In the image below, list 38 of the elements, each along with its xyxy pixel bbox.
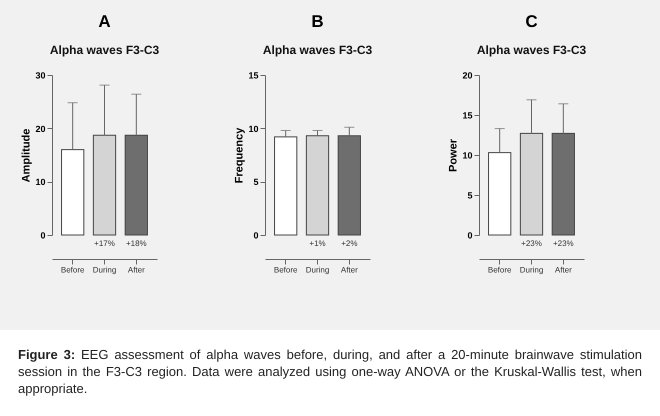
x-tick-label: After [341,266,359,274]
text: +17% [94,239,115,248]
x-tick-label: During [92,266,116,274]
y-tick-label: 10 [462,150,472,160]
y-axis-title: Power [447,138,460,172]
caption: Figure 3: EEG assessment of alpha waves before, during, and after a 20-minute brainwave stimulation session in the F3-C3 region. Data were analyzed using one-way ANOVA or the Kruskal-Wallis test, when appropriate. [18,347,642,396]
text: +1% [310,239,326,248]
text: +23% [520,239,542,248]
x-tick-label: During [520,266,544,274]
x-tick-label: After [128,266,146,274]
y-tick-label: 0 [40,230,46,240]
x-tick-label: After [554,266,572,274]
y-tick-label: 10 [248,124,259,134]
chart-subtitle: Alpha waves F3-C3 [476,43,586,57]
y-tick-label: 10 [36,177,46,188]
y-tick-label: 15 [462,110,472,120]
y-axis-title: Amplitude [20,128,33,182]
x-tick-label: Before [274,266,298,274]
text: +18% [126,239,147,248]
x-tick-label: Before [61,266,86,274]
y-tick-label: 20 [36,124,46,134]
x-tick-label: Before [488,266,512,274]
text: +23% [552,239,574,248]
text: +2% [342,239,358,248]
chart-title: C [525,12,538,31]
y-tick-label: 5 [467,190,472,200]
x-tick-label: During [306,266,330,274]
y-tick-label: 30 [36,70,46,80]
y-tick-label: 15 [248,70,259,80]
chart-subtitle: Alpha waves F3-C3 [263,43,373,57]
chart-title: B [312,12,324,31]
y-tick-label: 20 [462,70,472,80]
y-axis-title: Frequency [234,126,246,184]
y-tick-label: 5 [254,177,259,188]
chart-subtitle: Alpha waves F3-C3 [50,43,160,57]
chart-title: A [98,12,111,31]
y-tick-label: 0 [467,230,472,240]
y-tick-label: 0 [254,230,259,240]
